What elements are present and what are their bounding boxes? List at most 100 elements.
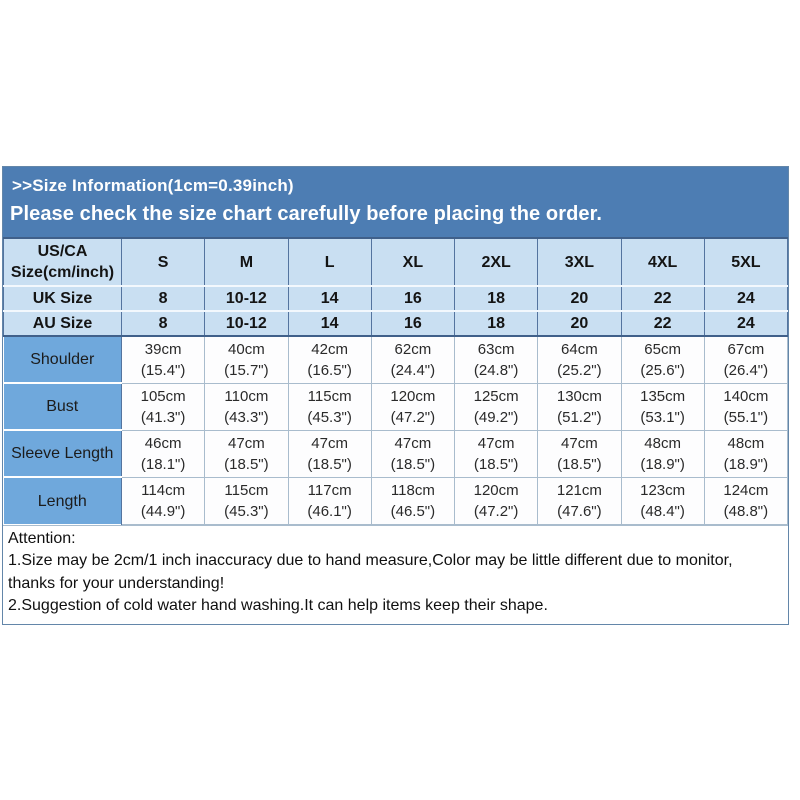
cm-value: 130cm <box>556 387 602 405</box>
uk-size-row: UK Size 8 10-12 14 16 18 20 22 24 <box>3 286 789 312</box>
attention-section: Attention: 1.Size may be 2cm/1 inch inac… <box>3 524 788 624</box>
inch-value: (15.4") <box>140 361 186 379</box>
inch-value: (25.2") <box>557 361 602 379</box>
table-header-row: US/CA Size(cm/inch) S M L XL 2XL 3XL 4XL… <box>3 237 789 287</box>
measurement-cell: 48cm (18.9") <box>620 429 705 478</box>
measurement-cell: 120cm (47.2") <box>453 476 539 525</box>
column-header-m: M <box>204 237 289 287</box>
cm-value: 47cm <box>561 434 598 452</box>
inch-value: (26.4") <box>723 361 769 379</box>
inch-value: (16.5") <box>307 361 352 379</box>
cm-value: 110cm <box>224 387 269 405</box>
inch-value: (41.3") <box>140 408 186 426</box>
measurement-cell: 39cm (15.4") <box>120 335 206 384</box>
column-header-4xl: 4XL <box>620 237 705 287</box>
inch-value: (55.1") <box>723 408 769 426</box>
au-size-value: 22 <box>620 311 705 337</box>
measurement-cell: 64cm (25.2") <box>537 335 622 384</box>
inch-value: (18.5") <box>224 455 269 473</box>
measurement-cell: 47cm (18.5") <box>537 429 622 478</box>
cm-value: 65cm <box>644 340 681 358</box>
cm-value: 118cm <box>390 481 435 499</box>
uk-size-value: 18 <box>453 286 539 312</box>
measurement-cell: 125cm (49.2") <box>453 382 539 431</box>
measurement-cell: 115cm (45.3") <box>287 382 372 431</box>
au-size-label: AU Size <box>3 311 122 337</box>
cm-value: 135cm <box>640 387 686 405</box>
measurement-cell: 124cm (48.8") <box>703 476 789 525</box>
banner: >>Size Information(1cm=0.39inch) Please … <box>3 167 788 237</box>
measurement-cell: 118cm (46.5") <box>370 476 456 525</box>
measurement-cell: 140cm (55.1") <box>703 382 789 431</box>
cm-value: 114cm <box>141 481 186 499</box>
measurement-row-bust: Bust 105cm (41.3") 110cm (43.3") 115cm (45.… <box>3 382 789 431</box>
measurement-cell: 67cm (26.4") <box>703 335 789 384</box>
cm-value: 48cm <box>727 434 765 452</box>
measurement-cell: 65cm (25.6") <box>620 335 705 384</box>
measurement-cell: 117cm (46.1") <box>287 476 372 525</box>
measurement-cell: 62cm (24.4") <box>370 335 456 384</box>
measurement-cell: 47cm (18.5") <box>453 429 539 478</box>
inch-value: (48.8") <box>723 502 769 520</box>
column-header-5xl: 5XL <box>703 237 789 287</box>
corner-line2: Size(cm/inch) <box>10 264 115 281</box>
measurement-cell: 114cm (44.9") <box>120 476 206 525</box>
measurement-row-length: Length 114cm (44.9") 115cm (45.3") 117cm (4… <box>3 476 789 525</box>
cm-value: 117cm <box>307 481 352 499</box>
corner-header-cell: US/CA Size(cm/inch) <box>3 237 122 287</box>
cm-value: 47cm <box>228 434 265 452</box>
inch-value: (24.4") <box>390 361 436 379</box>
measurement-cell: 63cm (24.8") <box>453 335 539 384</box>
measurement-cell: 47cm (18.5") <box>370 429 456 478</box>
measurement-cell: 48cm (18.9") <box>703 429 789 478</box>
au-size-value: 14 <box>287 311 372 337</box>
measurement-cell: 105cm (41.3") <box>120 382 206 431</box>
au-size-value: 20 <box>537 311 622 337</box>
cm-value: 121cm <box>556 481 602 499</box>
cm-value: 46cm <box>144 434 182 452</box>
cm-value: 47cm <box>311 434 348 452</box>
inch-value: (24.8") <box>473 361 519 379</box>
attention-note-1: 1.Size may be 2cm/1 inch inaccuracy due … <box>8 552 733 592</box>
uk-size-value: 16 <box>370 286 456 312</box>
uk-size-label: UK Size <box>3 286 122 312</box>
inch-value: (18.9") <box>723 455 769 473</box>
cm-value: 120cm <box>473 481 519 499</box>
inch-value: (18.5") <box>473 455 519 473</box>
banner-title: >>Size Information(1cm=0.39inch) <box>12 176 294 195</box>
column-header-3xl: 3XL <box>537 237 622 287</box>
cm-value: 40cm <box>228 340 265 358</box>
uk-size-value: 10-12 <box>204 286 289 312</box>
cm-value: 140cm <box>723 387 769 405</box>
column-header-xl: XL <box>370 237 456 287</box>
measurement-cell: 123cm (48.4") <box>620 476 705 525</box>
measurement-cell: 130cm (51.2") <box>537 382 622 431</box>
column-header-s: S <box>120 237 206 287</box>
size-chart-panel: >>Size Information(1cm=0.39inch) Please … <box>2 166 789 625</box>
cm-value: 123cm <box>640 481 686 499</box>
uk-size-value: 14 <box>287 286 372 312</box>
measurement-label: Bust <box>3 383 122 431</box>
measurement-cell: 120cm (47.2") <box>370 382 456 431</box>
cm-value: 42cm <box>311 340 348 358</box>
corner-line1: US/CA <box>37 243 88 260</box>
au-size-value: 8 <box>120 311 206 337</box>
inch-value: (47.2") <box>473 502 519 520</box>
uk-size-value: 8 <box>120 286 206 312</box>
inch-value: (43.3") <box>224 408 269 426</box>
measurement-cell: 47cm (18.5") <box>287 429 372 478</box>
uk-size-value: 24 <box>703 286 789 312</box>
cm-value: 39cm <box>144 340 182 358</box>
inch-value: (46.5") <box>390 502 436 520</box>
inch-value: (45.3") <box>224 502 269 520</box>
au-size-value: 18 <box>453 311 539 337</box>
measurement-cell: 121cm (47.6") <box>537 476 622 525</box>
au-size-value: 16 <box>370 311 456 337</box>
au-size-value: 24 <box>703 311 789 337</box>
inch-value: (18.5") <box>390 455 436 473</box>
cm-value: 105cm <box>140 387 186 405</box>
measurement-cell: 135cm (53.1") <box>620 382 705 431</box>
measurement-row-sleeve-length: Sleeve Length 46cm (18.1") 47cm (18.5") 47… <box>3 429 789 478</box>
cm-value: 115cm <box>224 481 269 499</box>
